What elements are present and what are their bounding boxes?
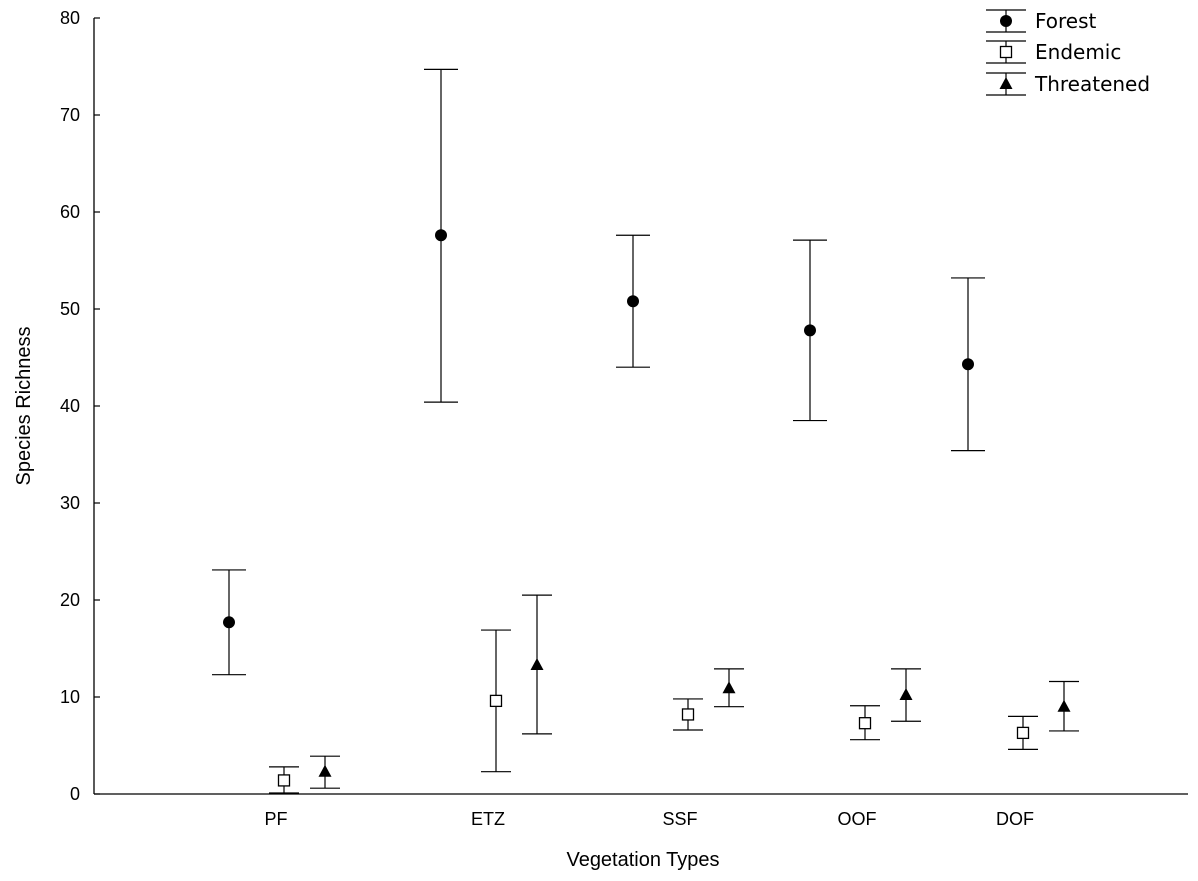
legend-endemic-marker [999,45,1013,59]
endemic-point [858,717,872,730]
legend-threatened-marker [999,77,1013,89]
threatened-point [899,688,913,701]
y-tick-label: 0 [70,784,80,804]
legend-forest-marker [1000,15,1012,27]
y-tick-label: 60 [60,202,80,222]
data-points [212,68,1079,794]
threatened-point [318,764,332,777]
threatened-point [722,681,736,694]
y-tick-label: 20 [60,590,80,610]
threatened-point [530,657,544,670]
endemic-point [1016,726,1030,740]
y-tick-label: 30 [60,493,80,513]
y-tick-label: 80 [60,8,80,28]
legend-threatened-label: Threatened [1034,72,1150,96]
x-tick-label: DOF [996,809,1034,829]
threatened-point [1057,699,1071,712]
y-tick-label: 70 [60,105,80,125]
y-tick-label: 40 [60,396,80,416]
y-ticks: 0 10 20 30 40 50 60 70 80 [60,8,100,804]
legend-endemic-label: Endemic [1035,40,1121,64]
endemic-point [277,774,291,787]
x-tick-label: ETZ [471,809,505,829]
x-axis-title: Vegetation Types [566,849,719,871]
x-tick-label: SSF [662,809,697,829]
legend: Forest Endemic Threatened [986,9,1150,96]
x-tick-labels: PF ETZ SSF OOF DOF [264,809,1034,829]
forest-point [627,295,639,308]
endemic-point [489,694,503,708]
legend-forest-label: Forest [1035,9,1097,33]
x-tick-label: OOF [838,809,877,829]
axes [93,18,1188,795]
forest-point [223,616,235,629]
forest-point [804,324,816,337]
endemic-point [681,708,695,721]
y-axis-title: Species Richness [13,327,35,486]
y-tick-label: 50 [60,299,80,319]
forest-point [435,229,447,242]
forest-point [962,358,974,371]
y-tick-label: 10 [60,687,80,707]
x-tick-label: PF [264,809,287,829]
